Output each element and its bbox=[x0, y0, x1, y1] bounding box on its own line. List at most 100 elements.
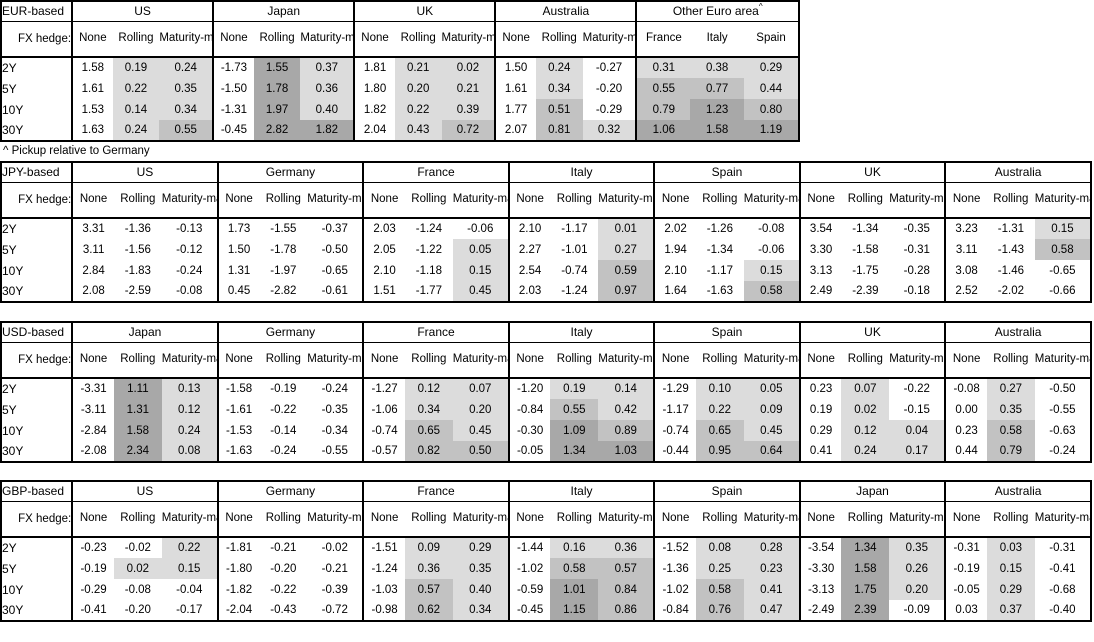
value-cell: -1.26 bbox=[706, 223, 733, 235]
value-cell: 0.27 bbox=[986, 378, 1035, 399]
country-header-label: France bbox=[417, 165, 455, 180]
value-cell: -1.97 bbox=[270, 264, 297, 277]
value-cell: -0.23 bbox=[71, 537, 114, 558]
country-header-italy: Italy bbox=[507, 162, 655, 183]
value-cell: 0.20 bbox=[889, 579, 946, 600]
value-cell: 0.19 bbox=[112, 57, 160, 78]
value-cell: -0.40 bbox=[1049, 604, 1076, 616]
value-cell: -1.58 bbox=[216, 378, 260, 399]
column-header: Maturity-matched bbox=[889, 342, 946, 379]
value-cell: -0.02 bbox=[124, 542, 151, 554]
value-cell: 2.08 bbox=[71, 281, 114, 302]
value-cell: 0.02 bbox=[841, 399, 890, 420]
value-cell: 1.73 bbox=[216, 218, 260, 239]
column-header: None bbox=[944, 182, 987, 219]
value-cell: 0.34 bbox=[404, 399, 453, 420]
value-cell: -0.74 bbox=[561, 264, 588, 277]
value-cell: 1.34 bbox=[841, 537, 890, 558]
country-header-spain: Spain bbox=[653, 162, 800, 183]
value-cell: -3.30 bbox=[798, 558, 842, 579]
column-header: Maturity-matched bbox=[598, 342, 655, 379]
value-cell: 0.57 bbox=[404, 579, 453, 600]
value-cell: 0.34 bbox=[159, 99, 214, 120]
value-cell: -1.46 bbox=[997, 264, 1024, 277]
value-cell: -0.24 bbox=[321, 383, 348, 395]
tenor-label: 2Y bbox=[1, 57, 74, 78]
value-cell: 2.10 bbox=[653, 260, 696, 281]
value-cell: 0.80 bbox=[744, 99, 799, 120]
value-cell: 0.97 bbox=[598, 281, 655, 302]
table-eur-based: EUR-based US Japan UK Australia Other Euro ar… bbox=[0, 0, 800, 142]
tenor-label: 10Y bbox=[1, 420, 74, 441]
table-row: 5Y -0.19 0.02 0.15 -1.80 -0.20 -0.21 -1.24 0.36 0… bbox=[1, 558, 1091, 579]
value-cell: -0.66 bbox=[1049, 285, 1076, 297]
value-cell: -1.43 bbox=[997, 243, 1024, 256]
value-cell: -1.01 bbox=[561, 243, 588, 256]
column-header: Maturity-matched bbox=[598, 501, 655, 538]
column-header: Maturity-matched bbox=[1034, 342, 1091, 379]
value-cell: 0.09 bbox=[743, 399, 800, 420]
value-cell: -0.74 bbox=[653, 420, 696, 441]
country-header-spain: Spain bbox=[653, 322, 800, 343]
value-cell: 0.03 bbox=[986, 537, 1035, 558]
country-header-label: Other Euro area bbox=[672, 4, 759, 19]
value-cell: 0.16 bbox=[550, 537, 599, 558]
column-header: Maturity-matched bbox=[889, 501, 946, 538]
value-cell: 1.58 bbox=[113, 420, 162, 441]
value-cell: -0.08 bbox=[758, 223, 785, 235]
value-cell: -1.17 bbox=[653, 399, 696, 420]
value-cell: 2.04 bbox=[353, 120, 395, 141]
column-header: None bbox=[944, 501, 987, 538]
column-header: None bbox=[507, 342, 551, 379]
value-cell: 0.35 bbox=[889, 537, 946, 558]
value-cell: -1.55 bbox=[270, 223, 297, 235]
value-cell: 0.02 bbox=[441, 57, 496, 78]
value-cell: 2.07 bbox=[494, 120, 536, 141]
value-cell: -2.59 bbox=[124, 285, 151, 297]
table-row: 30Y 1.63 0.24 0.55 -0.45 2.82 1.82 2.04 0.43 0.72… bbox=[1, 120, 799, 141]
value-cell: -1.17 bbox=[561, 223, 588, 235]
value-cell: 0.36 bbox=[404, 558, 453, 579]
value-cell: 0.29 bbox=[452, 537, 509, 558]
country-header-label: Italy bbox=[570, 165, 593, 180]
value-cell: -0.39 bbox=[321, 583, 348, 596]
value-cell: 1.03 bbox=[598, 441, 655, 462]
value-cell: -0.12 bbox=[176, 243, 203, 256]
country-header-label: Germany bbox=[265, 165, 316, 180]
table-row: 10Y -0.29 -0.08 -0.04 -1.82 -0.22 -0.39 -1.03 0.… bbox=[1, 579, 1091, 600]
value-cell: 0.24 bbox=[112, 120, 160, 141]
value-cell: 0.02 bbox=[113, 558, 162, 579]
table-row: 30Y 2.08 -2.59 -0.08 0.45 -2.82 -0.61 1.51 -1.77… bbox=[1, 281, 1091, 302]
value-cell: 0.25 bbox=[695, 558, 744, 579]
hedge-header-row-gbp-based: FX hedge:NoneRollingMaturity-matchedNone… bbox=[1, 501, 1091, 538]
country-header-label: US bbox=[134, 4, 151, 19]
value-cell: 0.12 bbox=[161, 399, 218, 420]
value-cell: 1.58 bbox=[71, 57, 113, 78]
country-header-label: US bbox=[136, 165, 154, 180]
column-header: Maturity-matched bbox=[743, 342, 800, 379]
value-cell: -1.24 bbox=[561, 285, 588, 297]
column-header: None bbox=[216, 501, 260, 538]
table-row: 30Y -2.08 2.34 0.08 -1.63 -0.24 -0.55 -0.57 0.82… bbox=[1, 441, 1091, 462]
column-header: None bbox=[362, 501, 405, 538]
value-cell: -0.35 bbox=[321, 403, 348, 416]
column-header: Rolling bbox=[695, 182, 744, 219]
value-cell: 0.37 bbox=[300, 57, 355, 78]
value-cell: 0.36 bbox=[598, 537, 655, 558]
country-header-label: Japan bbox=[856, 484, 889, 499]
value-cell: 1.61 bbox=[494, 78, 536, 99]
value-cell: 0.20 bbox=[452, 399, 509, 420]
value-cell: -0.05 bbox=[507, 441, 551, 462]
country-header-row-usd-based: USD-based Japan Germany France Italy Spain UK A… bbox=[1, 322, 1091, 343]
value-cell: 0.51 bbox=[535, 99, 583, 120]
value-cell: 0.40 bbox=[452, 579, 509, 600]
table-row: 30Y -0.41 -0.20 -0.17 -2.04 -0.43 -0.72 -0.98 0.… bbox=[1, 600, 1091, 621]
value-cell: 0.58 bbox=[743, 281, 800, 302]
country-header-australia: Australia bbox=[944, 481, 1091, 502]
value-cell: -0.63 bbox=[1049, 424, 1076, 437]
value-cell: 1.06 bbox=[635, 120, 691, 141]
value-cell: -0.45 bbox=[507, 600, 551, 621]
value-cell: -0.45 bbox=[212, 120, 254, 141]
value-cell: -1.22 bbox=[415, 243, 442, 256]
value-cell: 0.45 bbox=[452, 420, 509, 441]
